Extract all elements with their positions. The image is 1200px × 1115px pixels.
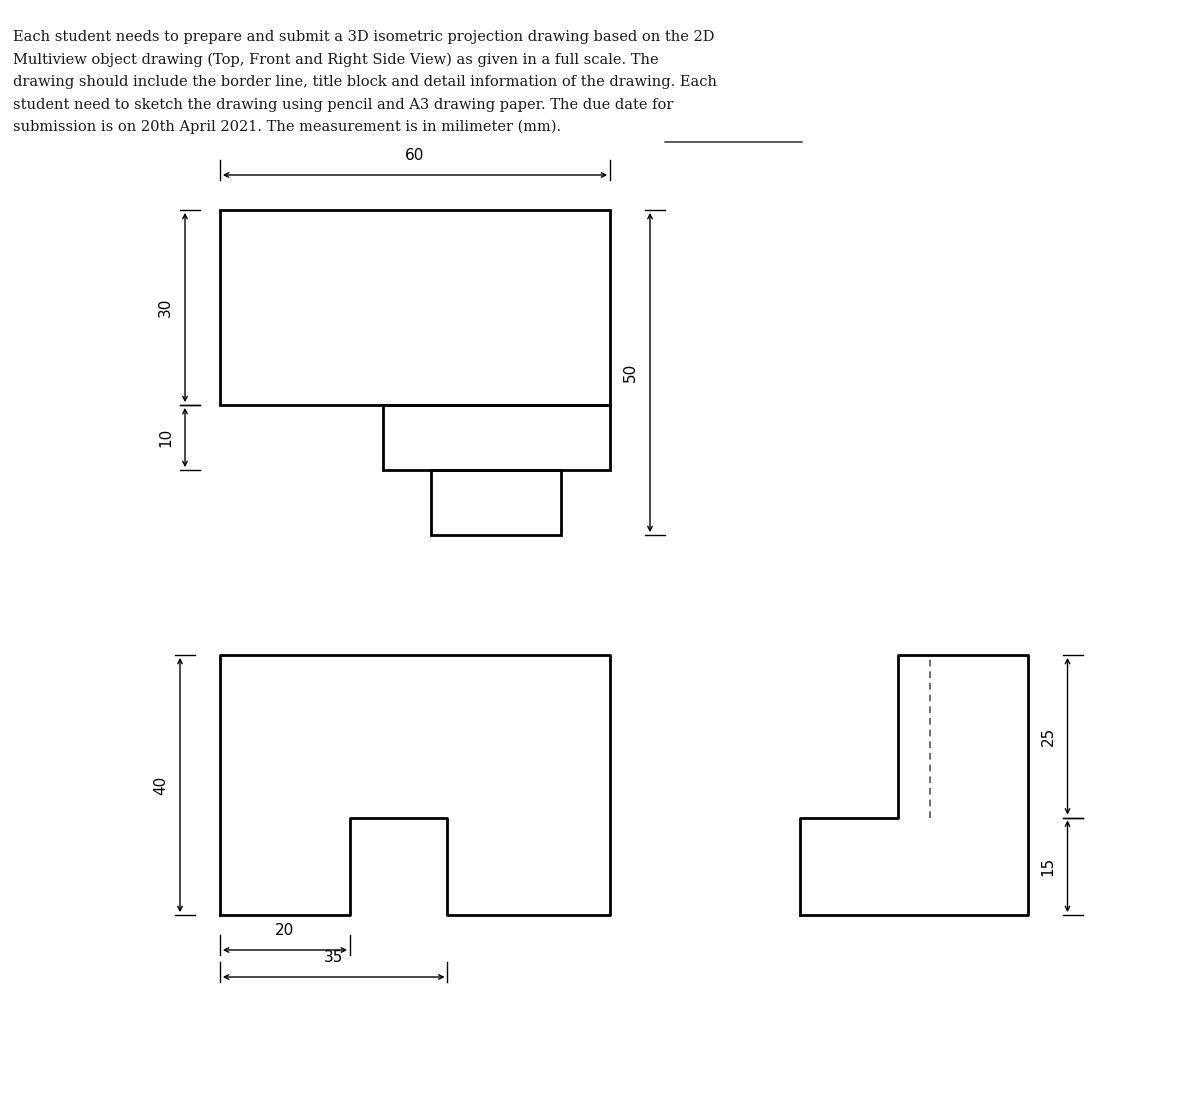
Text: 20: 20	[275, 923, 295, 938]
Text: 60: 60	[406, 148, 425, 163]
Text: drawing should include the border line, title block and detail information of th: drawing should include the border line, …	[13, 75, 718, 89]
Text: student need to sketch the drawing using pencil and A3 drawing paper. The due da: student need to sketch the drawing using…	[13, 97, 673, 112]
Text: 10: 10	[158, 428, 173, 447]
Text: 40: 40	[154, 775, 168, 795]
Text: Each student needs to prepare and submit a 3D isometric projection drawing based: Each student needs to prepare and submit…	[13, 30, 714, 43]
Text: 50: 50	[623, 362, 638, 382]
Text: Multiview object drawing (Top, Front and Right Side View) as given in a full sca: Multiview object drawing (Top, Front and…	[13, 52, 659, 67]
Text: 35: 35	[324, 950, 343, 964]
Text: submission is on 20th April 2021. The measurement is in milimeter (mm).: submission is on 20th April 2021. The me…	[13, 120, 562, 135]
Text: 15: 15	[1040, 856, 1056, 876]
Text: 30: 30	[158, 298, 173, 317]
Text: 25: 25	[1040, 727, 1056, 746]
